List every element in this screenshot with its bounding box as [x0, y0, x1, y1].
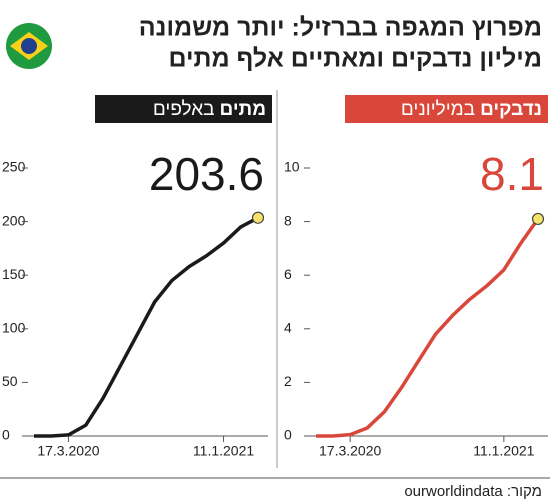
- label-box: [95, 95, 272, 123]
- label-normal: באלפים: [153, 99, 215, 120]
- panel-label: מתיםבאלפים: [153, 99, 266, 120]
- y-tick-label: 8: [284, 212, 292, 228]
- x-tick-label: 11.1.2021: [473, 443, 534, 459]
- title-line: מיליון נדבקים ומאתיים אלף מתים: [168, 45, 542, 73]
- headline-value: 203.6: [149, 148, 264, 200]
- y-tick-label: 150: [2, 266, 26, 282]
- x-tick-label: 17.3.2020: [319, 443, 381, 459]
- y-tick-label: 0: [284, 427, 292, 443]
- y-tick-label: 0: [2, 427, 10, 443]
- label-box: [345, 95, 548, 123]
- panel-label: נדבקיםבמיליונים: [401, 99, 542, 120]
- y-tick-label: 250: [2, 159, 26, 175]
- y-tick-label: 6: [284, 266, 292, 282]
- title-line: מפרוץ המגפה בברזיל: יותר משמונה: [139, 14, 542, 42]
- end-point: [531, 212, 545, 226]
- line: [316, 217, 540, 438]
- x-tick-label: 11.1.2021: [193, 443, 254, 459]
- label-normal: במיליונים: [401, 99, 475, 120]
- headline-value: 8.1: [480, 148, 544, 200]
- y-tick-label: 50: [2, 373, 18, 389]
- label-bold: מתים: [220, 99, 266, 120]
- y-tick-label: 10: [284, 159, 300, 175]
- y-tick-label: 4: [284, 320, 292, 336]
- line: [34, 216, 259, 438]
- y-tick-label: 2: [284, 373, 292, 389]
- label-bold: נדבקים: [480, 99, 542, 120]
- end-point: [251, 211, 265, 224]
- source: מקור: ourworldindata: [404, 483, 542, 500]
- x-tick-label: 17.3.2020: [37, 443, 99, 459]
- flag: [6, 23, 52, 69]
- y-tick-label: 100: [2, 320, 26, 336]
- y-tick-label: 200: [2, 212, 26, 228]
